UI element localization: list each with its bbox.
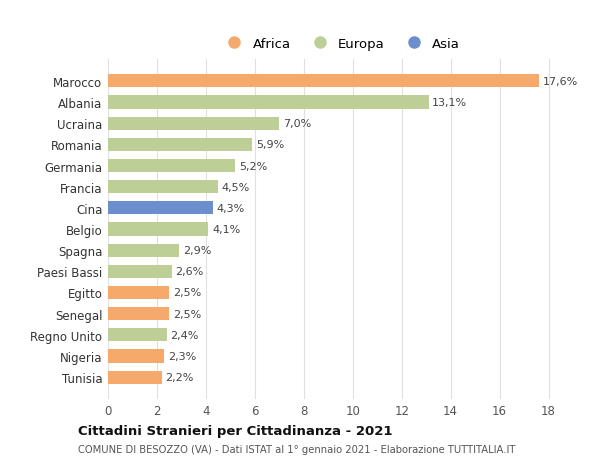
Text: 13,1%: 13,1%	[432, 98, 467, 108]
Text: 2,6%: 2,6%	[175, 267, 203, 277]
Text: COMUNE DI BESOZZO (VA) - Dati ISTAT al 1° gennaio 2021 - Elaborazione TUTTITALIA: COMUNE DI BESOZZO (VA) - Dati ISTAT al 1…	[78, 444, 515, 454]
Bar	[108, 286, 169, 299]
Text: 17,6%: 17,6%	[542, 77, 578, 87]
Text: 2,5%: 2,5%	[173, 309, 201, 319]
Bar	[108, 160, 235, 173]
Bar	[108, 202, 213, 215]
Bar	[108, 139, 253, 151]
Text: 2,4%: 2,4%	[170, 330, 199, 340]
Text: 4,1%: 4,1%	[212, 224, 240, 235]
Text: 2,5%: 2,5%	[173, 288, 201, 298]
Bar	[108, 329, 167, 341]
Bar	[108, 244, 179, 257]
Text: 2,3%: 2,3%	[168, 351, 196, 361]
Text: 7,0%: 7,0%	[283, 119, 311, 129]
Text: 5,2%: 5,2%	[239, 161, 267, 171]
Legend: Africa, Europa, Asia: Africa, Europa, Asia	[215, 32, 466, 56]
Bar	[108, 265, 172, 278]
Text: 2,9%: 2,9%	[182, 246, 211, 256]
Bar	[108, 181, 218, 194]
Bar	[108, 96, 428, 109]
Bar	[108, 75, 539, 88]
Bar	[108, 371, 162, 384]
Text: Cittadini Stranieri per Cittadinanza - 2021: Cittadini Stranieri per Cittadinanza - 2…	[78, 425, 392, 437]
Text: 4,5%: 4,5%	[222, 182, 250, 192]
Text: 5,9%: 5,9%	[256, 140, 284, 150]
Text: 4,3%: 4,3%	[217, 203, 245, 213]
Bar	[108, 223, 208, 236]
Bar	[108, 118, 280, 130]
Bar	[108, 308, 169, 320]
Bar	[108, 350, 164, 363]
Text: 2,2%: 2,2%	[166, 372, 194, 382]
